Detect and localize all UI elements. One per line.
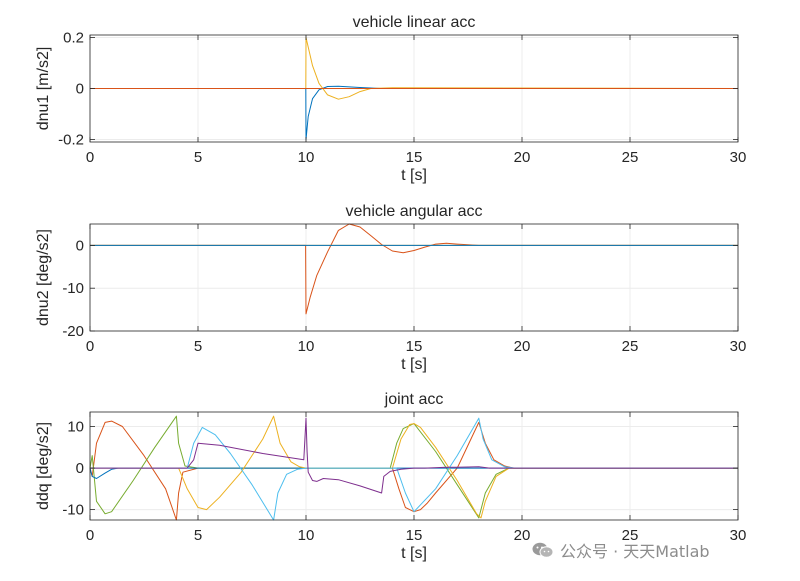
x-axis-label: t [s] bbox=[401, 545, 427, 562]
x-tick-label: 15 bbox=[406, 527, 423, 544]
x-tick-label: 30 bbox=[730, 338, 747, 355]
x-tick-label: 20 bbox=[514, 338, 531, 355]
y-tick-label: -0.2 bbox=[58, 131, 84, 148]
y-tick-label: 0 bbox=[76, 81, 84, 98]
x-tick-label: 25 bbox=[622, 338, 639, 355]
series-line bbox=[90, 223, 738, 315]
y-axis-label: dnu2 [deg/s2] bbox=[35, 229, 52, 326]
x-tick-label: 15 bbox=[406, 338, 423, 355]
wechat-icon bbox=[532, 542, 554, 558]
x-tick-label: 20 bbox=[514, 527, 531, 544]
x-axis-label: t [s] bbox=[401, 356, 427, 373]
y-tick-label: 10 bbox=[67, 419, 84, 436]
x-tick-label: 10 bbox=[298, 338, 315, 355]
y-axis-label: ddq [deg/s2] bbox=[35, 422, 52, 510]
watermark-text: 公众号 · 天天Matlab bbox=[560, 542, 710, 561]
series-line bbox=[90, 417, 738, 494]
x-tick-label: 20 bbox=[514, 149, 531, 166]
x-tick-label: 0 bbox=[86, 527, 94, 544]
series-line bbox=[90, 417, 738, 521]
y-tick-label: -10 bbox=[62, 280, 84, 297]
chart-title: joint acc bbox=[384, 391, 444, 408]
y-tick-label: 0.2 bbox=[63, 30, 84, 47]
x-tick-label: 5 bbox=[194, 527, 202, 544]
x-axis-label: t [s] bbox=[401, 167, 427, 184]
x-tick-label: 0 bbox=[86, 149, 94, 166]
x-tick-label: 10 bbox=[298, 527, 315, 544]
y-tick-label: 0 bbox=[76, 460, 84, 477]
y-tick-label: -10 bbox=[62, 502, 84, 519]
x-tick-label: 0 bbox=[86, 338, 94, 355]
y-axis-label: dnu1 [m/s2] bbox=[35, 47, 52, 131]
chart-title: vehicle linear acc bbox=[353, 14, 476, 31]
watermark: 公众号 · 天天Matlab bbox=[532, 538, 710, 562]
x-tick-label: 30 bbox=[730, 149, 747, 166]
chart-title: vehicle angular acc bbox=[346, 203, 483, 220]
x-tick-label: 25 bbox=[622, 527, 639, 544]
y-tick-label: 0 bbox=[76, 237, 84, 254]
x-tick-label: 5 bbox=[194, 149, 202, 166]
x-tick-label: 5 bbox=[194, 338, 202, 355]
x-tick-label: 10 bbox=[298, 149, 315, 166]
series-line bbox=[89, 420, 738, 521]
y-tick-label: -20 bbox=[62, 323, 84, 340]
x-tick-label: 25 bbox=[622, 149, 639, 166]
series-line bbox=[90, 85, 738, 140]
x-tick-label: 30 bbox=[730, 527, 747, 544]
x-tick-label: 15 bbox=[406, 149, 423, 166]
